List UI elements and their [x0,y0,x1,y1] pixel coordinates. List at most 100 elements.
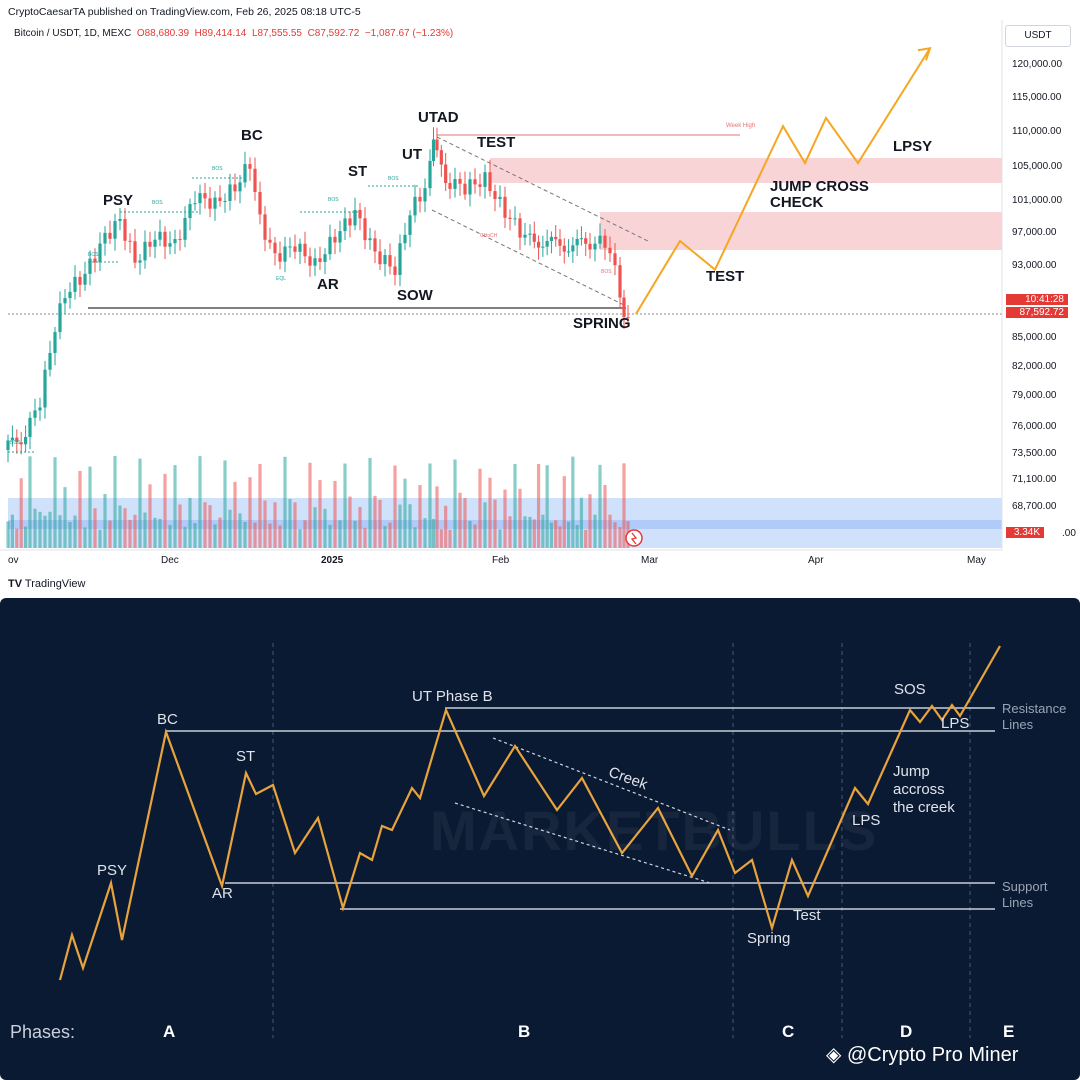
candle-body [622,297,626,318]
volume-bar [608,514,612,548]
candle-body [328,236,332,255]
candle-body [123,218,127,241]
candle-body [143,241,147,261]
w-label-spring: Spring [747,930,791,947]
volume-bar [19,478,23,548]
volume-bar [133,514,137,548]
candle-body [323,254,327,262]
volume-bar [423,518,427,548]
volume-bar [63,487,67,548]
candle-body [243,164,247,183]
volume-bar [153,517,157,548]
volume-bar [338,520,342,548]
x-tick: Dec [161,555,179,566]
candle-body [38,407,42,411]
candle-body [93,258,97,263]
tradingview-logo[interactable]: TV TradingView [8,578,86,590]
volume-bar [418,485,422,548]
w-label-support: Support [1002,879,1048,894]
volume-bar [333,480,337,548]
candle-body [313,258,317,266]
volume-bar [88,466,92,548]
candle-body [393,266,397,275]
candle-body [398,243,402,275]
candle-body [168,243,172,247]
candle-body [258,192,262,215]
volume-bar [403,478,407,548]
phase-b: B [518,1022,531,1041]
volume-bar [323,508,327,548]
candle-body [338,231,342,243]
volume-bar [78,470,82,548]
candle-body [303,243,307,257]
ohlc-close: C87,592.72 [307,28,360,39]
symbol-name: Bitcoin / USDT, 1D, MEXC [14,28,132,39]
candle-body [428,160,432,189]
candle-body [253,168,257,193]
candle-body [444,164,448,184]
candle-body [558,239,562,246]
volume-bar [33,508,37,548]
volume-bar [188,497,192,548]
volume-bar [593,514,597,548]
x-tick: ov [8,555,19,566]
label-test-2: TEST [706,268,745,285]
volume-bar [83,527,87,548]
volume-bar [613,522,617,548]
currency-button[interactable]: USDT [1005,25,1071,47]
w-label-ar: AR [212,885,233,902]
candle-body [158,231,162,240]
candle-body [198,193,202,204]
candle-body [6,440,10,451]
candle-body [273,242,277,254]
volume-bar [343,463,347,548]
binance-icon: ◈ [826,1044,842,1066]
candle-body [423,188,427,202]
volume-bar [103,493,107,548]
bos-label-red: BOS [601,269,612,275]
candle-body [128,240,132,242]
candle-body [203,193,207,199]
candle-body [518,218,522,238]
volume-bar [383,525,387,548]
volume-bar [28,456,32,548]
w-label-test: Test [793,907,821,924]
y-tick: 115,000.00 [1012,92,1062,103]
label-lpsy: LPSY [893,138,933,155]
label-psy: PSY [103,192,134,209]
phase-c: C [782,1022,795,1041]
label-st: ST [348,163,368,180]
candle-body [163,231,167,247]
candle-body [268,239,272,243]
y-tick: 68,700.00 [1012,501,1057,512]
volume-bar [598,464,602,548]
volume-bar [584,529,588,548]
candle-body [541,246,545,248]
label-utad: UTAD [418,109,459,126]
candle-body [153,239,157,247]
x-tick: Feb [492,555,510,566]
candle-body [15,437,19,443]
range-lines [165,707,995,910]
y-tick: 101,000.00 [1012,195,1063,206]
price-badge-time: 10:41:28 [1006,294,1068,305]
volume-bar [453,459,457,548]
candle-body [458,178,462,184]
candle-body [283,246,287,262]
volume-bar [373,495,377,548]
candle-body [318,258,322,262]
w-label-psy: PSY [97,862,128,879]
candle-body [183,217,187,240]
phase-d: D [900,1022,913,1041]
w-label-resistance: Resistance [1002,701,1067,716]
volume-bar [571,456,575,548]
volume-bar [43,515,47,548]
volume-bar [303,520,307,548]
volume-bar [73,515,77,548]
volume-bar [148,484,152,548]
candle-body [388,255,392,267]
volume-bar [483,502,487,548]
candle-body [263,214,267,240]
candle-body [549,236,554,242]
volume-bar [622,463,626,548]
